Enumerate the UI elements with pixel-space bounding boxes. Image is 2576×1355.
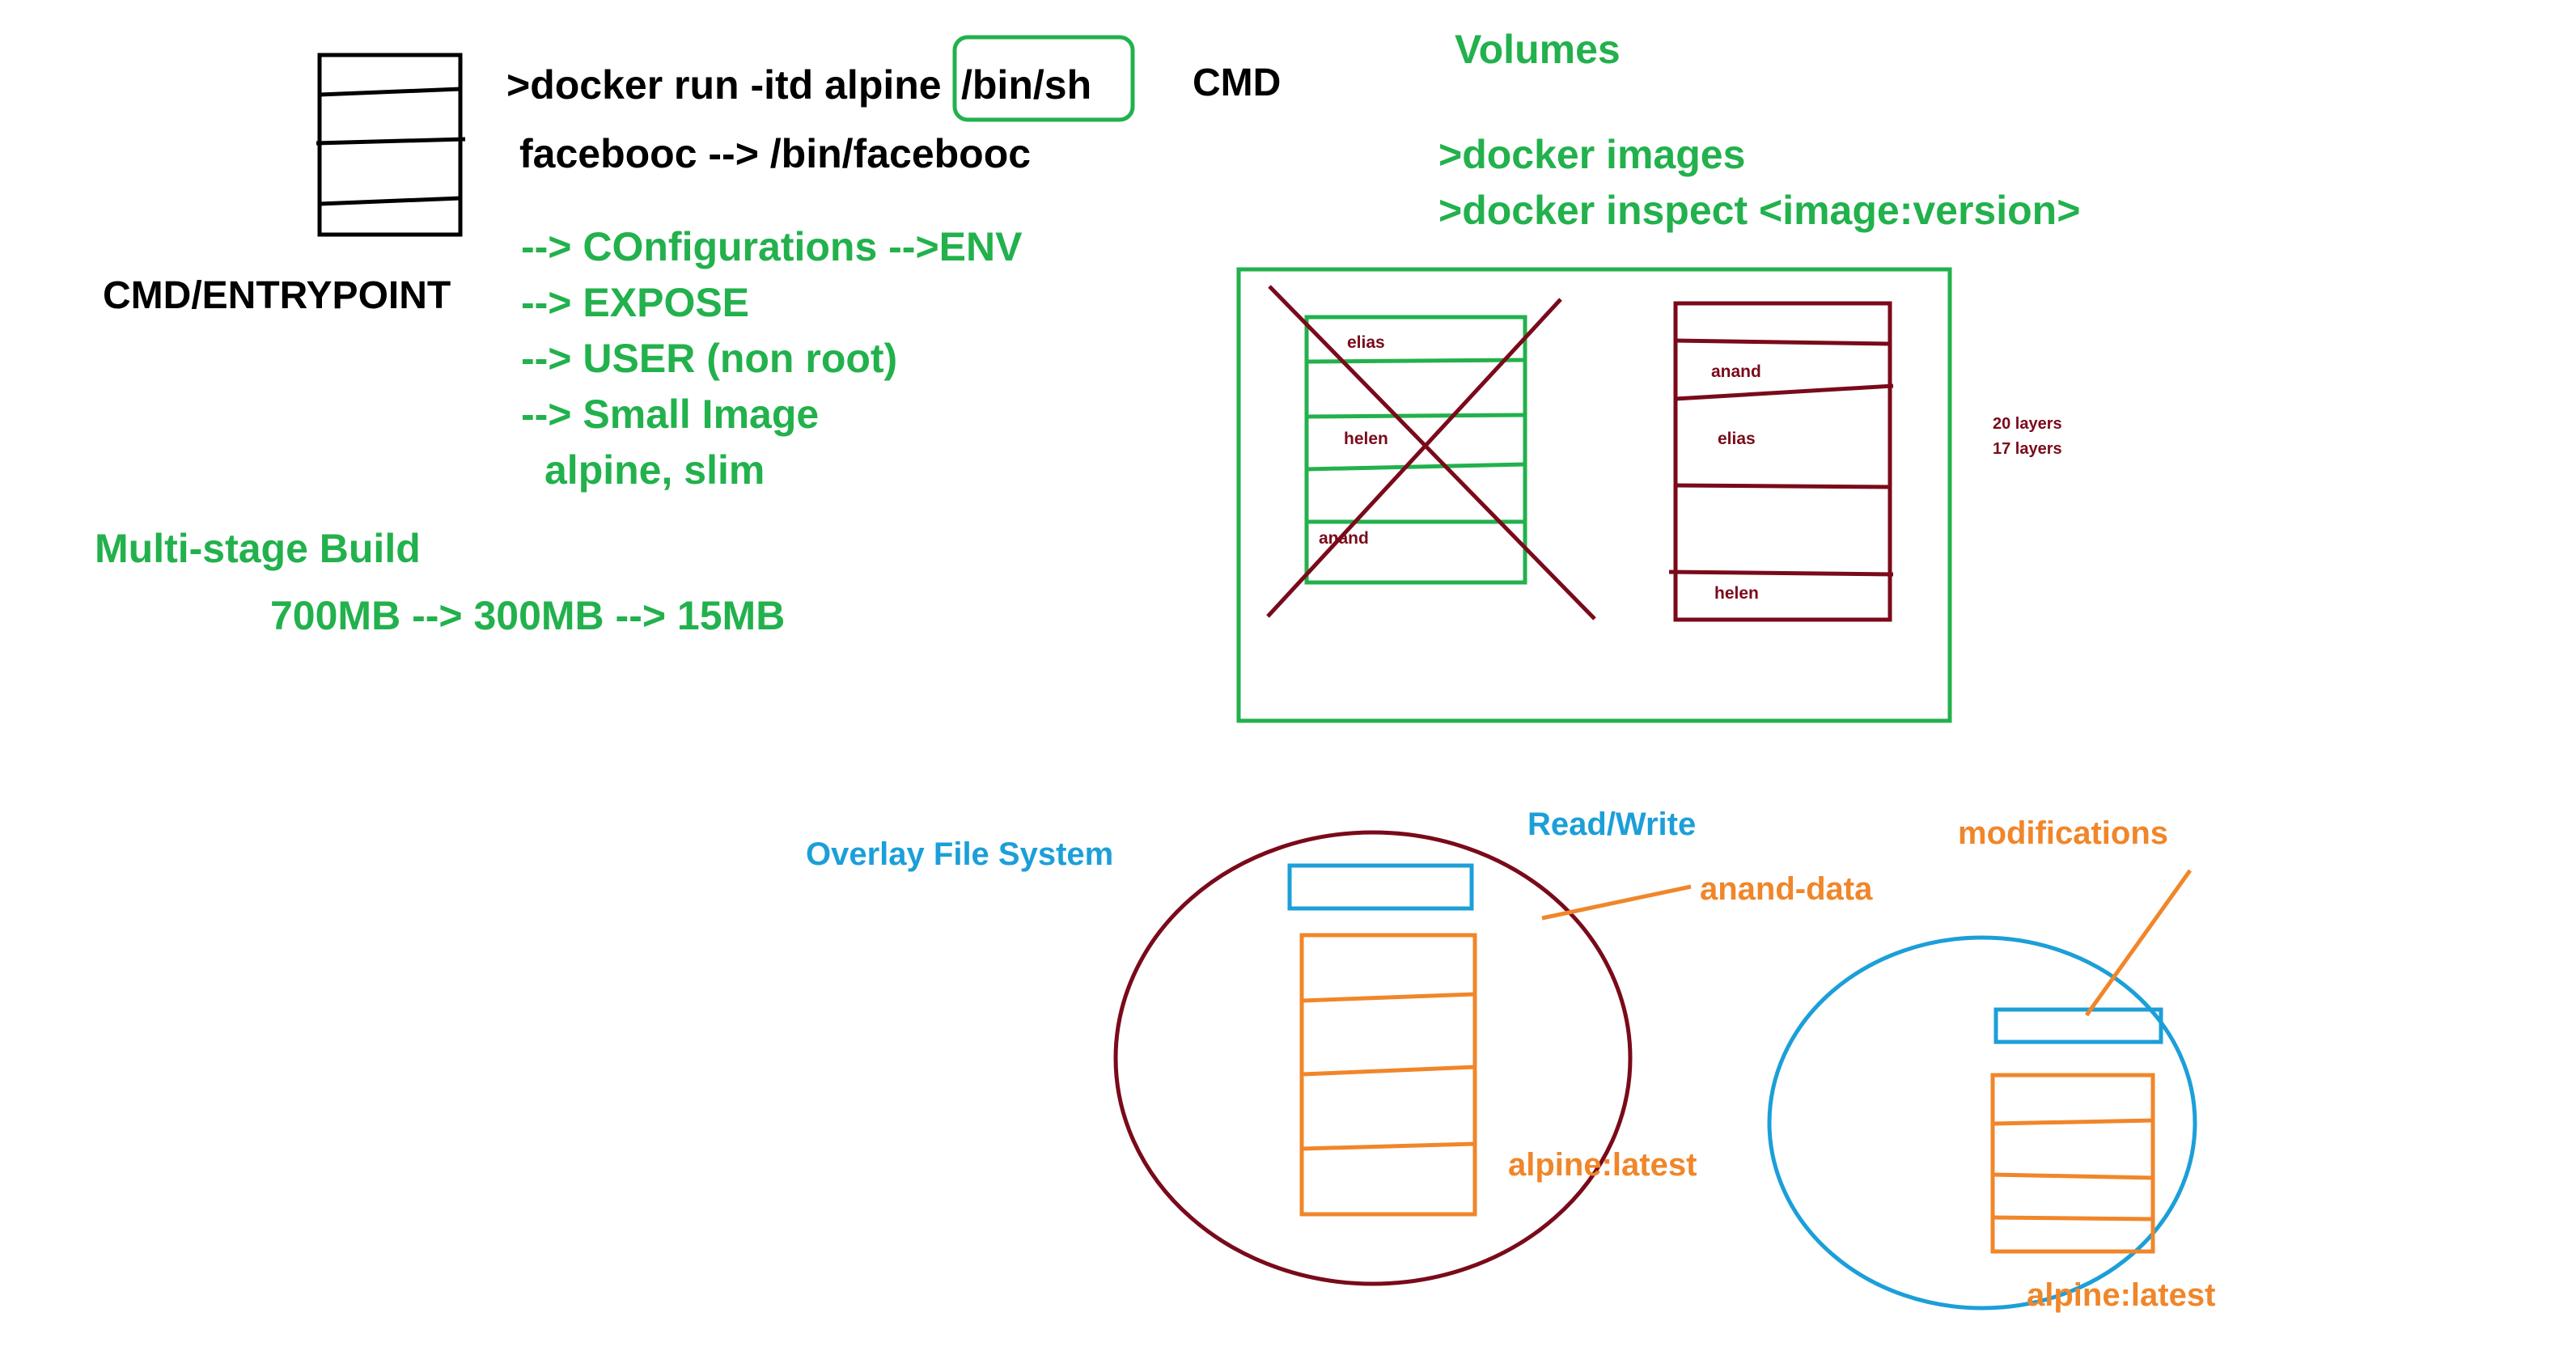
practice-env: --> COnfigurations -->ENV	[521, 224, 1023, 269]
docker-inspect-command: >docker inspect <image:version>	[1438, 188, 2080, 233]
shell-highlight-box	[952, 35, 1135, 122]
cmd-entrypoint-label: CMD/ENTRYPOINT	[103, 274, 451, 317]
modifications-pointer-line	[2084, 869, 2193, 1017]
right-label-anand: anand	[1711, 362, 1761, 381]
best-practices-list: --> COnfigurations -->ENV --> EXPOSE -->…	[521, 224, 1023, 493]
right-stack-labels: anand elias helen	[1711, 362, 1761, 603]
volume-pointer-line	[1541, 884, 1692, 921]
practice-small-image: --> Small Image	[521, 392, 819, 437]
left-stack-labels: elias helen anand	[1319, 333, 1388, 548]
docker-images-command: >docker images	[1438, 132, 1745, 177]
volume-name-label: anand-data	[1700, 871, 1873, 907]
image-layer-stack-sketch	[316, 53, 466, 237]
cross-out-mark	[1266, 285, 1596, 620]
read-write-label: Read/Write	[1527, 807, 1696, 842]
docker-run-command: >docker run -itd alpine	[506, 62, 953, 108]
left-label-anand: anand	[1319, 529, 1369, 548]
container-circle-right	[1767, 935, 2197, 1311]
container-circle-left	[1113, 830, 1633, 1286]
layer-count-20: 20 layers	[1993, 415, 2062, 433]
layers-comparison-frame	[1236, 267, 1952, 723]
left-label-elias: elias	[1347, 333, 1385, 352]
modifications-label: modifications	[1958, 815, 2168, 851]
image-layers-right	[1990, 1073, 2155, 1254]
right-label-helen: helen	[1714, 584, 1759, 603]
docker-run-shell: /bin/sh	[961, 62, 1091, 108]
practice-user: --> USER (non root)	[521, 336, 897, 381]
practice-expose: --> EXPOSE	[521, 280, 749, 325]
layer-counts: 20 layers 17 layers	[1993, 415, 2062, 458]
volumes-title: Volumes	[1455, 27, 1621, 72]
cmd-label: CMD	[1193, 61, 1281, 104]
image-label-left: alpine:latest	[1508, 1147, 1697, 1183]
left-layer-stack	[1304, 315, 1527, 585]
read-write-layer-right	[1993, 1007, 2163, 1044]
right-label-elias: elias	[1718, 430, 1756, 448]
overlay-title: Overlay File System	[806, 836, 1113, 872]
facebooc-line: facebooc --> /bin/facebooc	[519, 131, 1031, 176]
layer-count-17: 17 layers	[1993, 440, 2062, 458]
multistage-title: Multi-stage Build	[95, 526, 421, 571]
image-label-right: alpine:latest	[2027, 1277, 2215, 1313]
right-layer-stack	[1668, 301, 1894, 622]
image-layers-left	[1299, 933, 1477, 1217]
left-label-helen: helen	[1344, 430, 1388, 448]
multistage-sizes: 700MB --> 300MB --> 15MB	[270, 593, 785, 638]
practice-alpine-slim: alpine, slim	[544, 447, 765, 493]
read-write-layer-left	[1287, 863, 1474, 911]
